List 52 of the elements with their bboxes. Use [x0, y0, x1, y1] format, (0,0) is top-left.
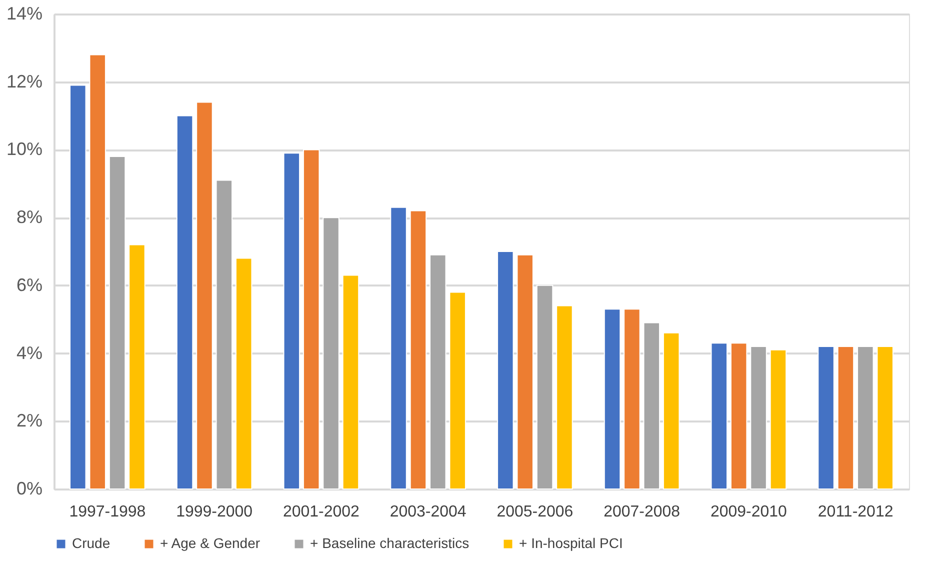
bar [196, 102, 213, 490]
legend-label: + Age & Gender [160, 535, 260, 551]
x-tick-label: 1999-2000 [176, 504, 253, 520]
legend-label: + Baseline characteristics [310, 535, 470, 551]
legend-label: + In-hospital PCI [519, 535, 623, 551]
x-tick-label: 2009-2010 [710, 504, 788, 520]
bar [322, 217, 340, 490]
bar [556, 305, 573, 490]
bar [750, 346, 767, 490]
bar [89, 54, 106, 490]
x-tick-label: 1997-1998 [69, 504, 146, 520]
bar [176, 115, 194, 490]
x-tick-label: 2007-2008 [604, 504, 680, 520]
bar [216, 180, 233, 490]
bar [302, 149, 320, 490]
bar [857, 346, 874, 490]
bar [624, 308, 640, 490]
bar [108, 156, 126, 490]
y-tick-label: 12% [6, 71, 42, 92]
bar [643, 322, 660, 490]
bar [536, 284, 554, 490]
bar [430, 254, 446, 490]
bar [818, 346, 834, 490]
bar [710, 342, 728, 490]
x-tick-label: 2001-2002 [282, 504, 360, 520]
bar [837, 346, 854, 490]
y-tick-label: 6% [16, 274, 42, 295]
y-tick-label: 8% [16, 207, 42, 228]
bar [770, 349, 787, 490]
bar [342, 274, 360, 490]
y-tick-label: 0% [16, 478, 42, 498]
bar [283, 152, 300, 490]
y-tick-label: 10% [6, 139, 42, 160]
bar [410, 210, 427, 490]
bar [235, 258, 252, 490]
bar [449, 292, 466, 490]
bar [730, 342, 748, 490]
x-tick-label: 2003-2004 [390, 504, 466, 520]
y-tick-label: 14% [6, 4, 42, 24]
bar [516, 254, 534, 490]
x-tick-label: 2005-2006 [496, 504, 574, 520]
bar [497, 251, 514, 490]
bar [390, 206, 407, 490]
bar [876, 346, 894, 490]
legend-label: Crude [72, 535, 110, 551]
x-tick-label: 2011-2012 [818, 504, 894, 520]
y-tick-label: 2% [16, 410, 42, 431]
bar [70, 84, 86, 490]
bar [662, 332, 680, 490]
y-tick-label: 4% [16, 342, 42, 363]
bar [128, 244, 146, 490]
bar [604, 308, 621, 490]
